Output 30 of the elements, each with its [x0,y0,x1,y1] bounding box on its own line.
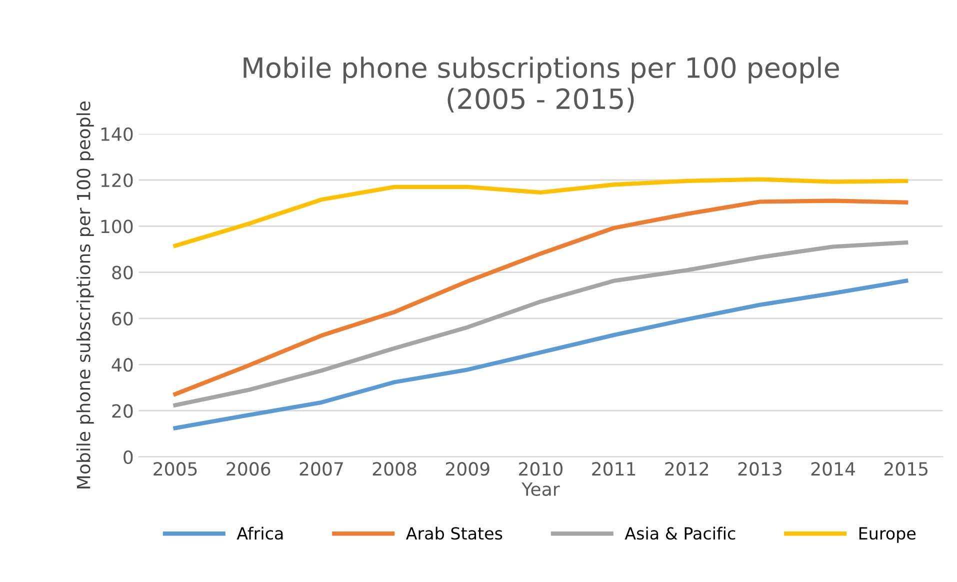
x-tick-label: 2010 [519,462,562,476]
x-tick-label: 2009 [446,462,490,476]
y-tick-label: 60 [112,312,133,326]
legend-label: Arab States [406,526,502,540]
x-tick-label: 2014 [811,462,855,476]
y-axis-title: Mobile phone subscriptions per 100 people [76,102,94,488]
x-axis-title: Year [522,482,560,496]
line-series [173,240,908,408]
x-tick-label: 2015 [884,462,928,476]
x-tick-label: 2008 [372,462,416,476]
line-series [173,278,908,430]
x-tick-label: 2007 [300,462,343,476]
y-tick-label: 0 [124,450,133,464]
y-tick-label: 20 [112,404,133,418]
y-tick-label: 100 [101,220,133,234]
x-tick-label: 2006 [226,462,270,476]
line-series [173,177,908,248]
line-series [173,198,908,396]
x-tick-label: 2011 [592,462,636,476]
y-tick-label: 80 [112,266,133,280]
legend-label: Asia & Pacific [624,526,736,540]
y-tick-label: 40 [112,358,133,372]
legend-label: Europe [859,527,916,543]
y-tick-label: 140 [101,127,133,141]
x-tick-label: 2005 [154,462,197,476]
x-tick-label: 2013 [738,462,782,476]
y-tick-label: 120 [101,173,133,188]
chart-title: Mobile phone subscriptions per 100 people (2005 - 2015) [244,56,839,113]
x-tick-label: 2012 [665,462,708,476]
legend-label: Africa [236,526,283,540]
